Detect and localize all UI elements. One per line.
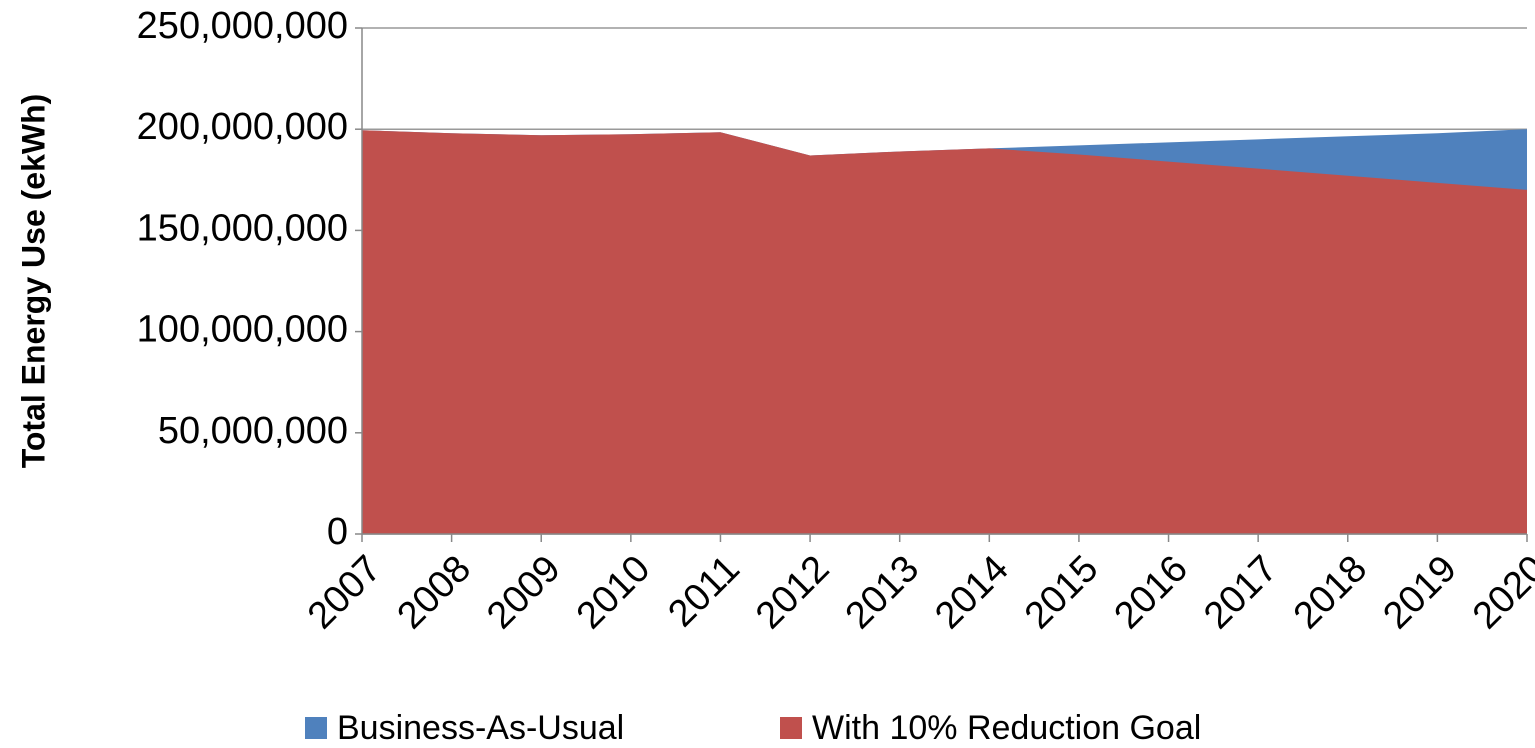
y-tick-label: 200,000,000: [137, 106, 348, 148]
x-tick-label: 2007: [300, 548, 389, 637]
legend-swatch: [780, 717, 802, 739]
y-tick-label: 0: [327, 511, 348, 553]
y-tick-label: 50,000,000: [158, 410, 348, 452]
x-tick-label: 2012: [748, 548, 837, 637]
y-tick-label: 250,000,000: [137, 5, 348, 47]
y-tick-label: 100,000,000: [137, 309, 348, 351]
x-tick-label: 2008: [390, 548, 479, 637]
x-tick-label: 2009: [479, 548, 568, 637]
x-tick-label: 2018: [1286, 548, 1375, 637]
x-tick-label: 2014: [927, 548, 1016, 637]
x-tick-label: 2010: [569, 548, 658, 637]
x-tick-label: 2020: [1465, 548, 1535, 637]
area: [362, 130, 1527, 534]
x-tick-label: 2015: [1017, 548, 1106, 637]
x-tick-label: 2013: [838, 548, 927, 637]
legend-label: With 10% Reduction Goal: [812, 709, 1201, 747]
x-tick-label: 2017: [1196, 548, 1285, 637]
x-tick-label: 2016: [1107, 548, 1196, 637]
y-tick-label: 150,000,000: [137, 207, 348, 249]
legend-swatch: [305, 717, 327, 739]
legend-label: Business-As-Usual: [337, 709, 624, 747]
x-tick-label: 2019: [1375, 548, 1464, 637]
y-axis-title: Total Energy Use (ekWh): [15, 94, 51, 469]
x-tick-label: 2011: [660, 548, 747, 635]
